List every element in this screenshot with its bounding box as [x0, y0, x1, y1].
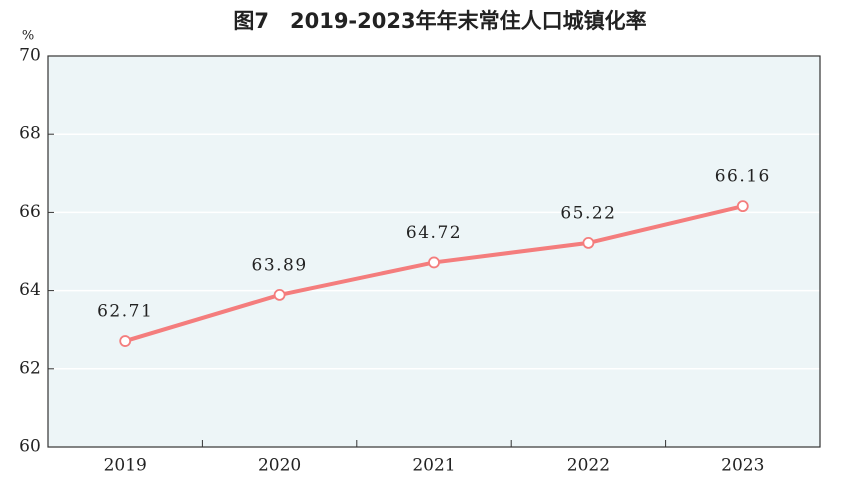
x-tick-label: 2020	[258, 456, 301, 476]
point	[273, 289, 286, 301]
x-tick-label: 2019	[104, 456, 147, 476]
data-label: 66.16	[715, 167, 771, 187]
point	[582, 236, 595, 249]
chart-title: 图7 2019-2023年年末常住人口城镇化率	[233, 9, 646, 33]
plot-area	[48, 56, 820, 447]
data-label: 62.71	[97, 302, 153, 322]
y-tick-label: 68	[19, 124, 41, 144]
point	[736, 200, 749, 213]
x-tick-label: 2021	[412, 456, 455, 476]
y-tick-label: 60	[19, 437, 41, 457]
y-tick-label: 70	[19, 46, 41, 66]
x-tick-label: 2022	[567, 456, 610, 476]
data-label: 64.72	[406, 223, 462, 243]
y-tick-label: 62	[19, 358, 41, 378]
y-unit: %	[22, 29, 34, 44]
data-label: 65.22	[560, 203, 616, 223]
y-tick-label: 64	[19, 280, 41, 300]
x-tick-label: 2023	[721, 456, 764, 476]
plot-frame	[47, 55, 821, 448]
point	[428, 256, 440, 269]
y-tick-label: 66	[19, 202, 41, 222]
data-label: 63.89	[252, 255, 308, 275]
point	[119, 335, 132, 347]
